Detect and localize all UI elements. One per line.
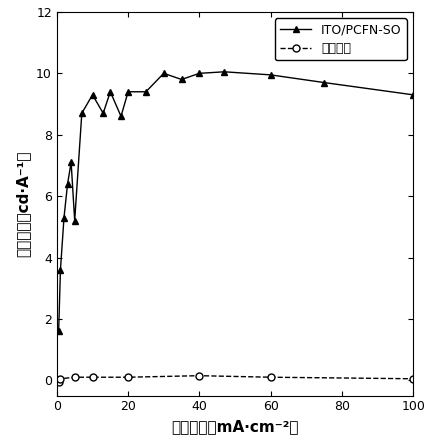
对照器件 [268,374,273,380]
ITO/PCFN-SO [222,69,227,75]
Legend: ITO/PCFN-SO, 对照器件: ITO/PCFN-SO, 对照器件 [275,18,407,60]
ITO/PCFN-SO [79,111,84,116]
ITO/PCFN-SO [268,72,273,78]
对照器件 [58,376,63,381]
ITO/PCFN-SO [65,181,70,187]
ITO/PCFN-SO [161,71,166,76]
Y-axis label: 电流效率（cd·A⁻¹）: 电流效率（cd·A⁻¹） [16,150,31,257]
ITO/PCFN-SO [126,89,131,94]
ITO/PCFN-SO [58,267,63,273]
ITO/PCFN-SO [410,92,416,97]
对照器件 [197,373,202,378]
ITO/PCFN-SO [69,160,74,165]
对照器件 [410,376,416,381]
Line: ITO/PCFN-SO: ITO/PCFN-SO [55,68,416,335]
ITO/PCFN-SO [56,329,61,334]
Line: 对照器件: 对照器件 [55,372,416,385]
ITO/PCFN-SO [143,89,149,94]
ITO/PCFN-SO [179,77,184,82]
ITO/PCFN-SO [101,111,106,116]
ITO/PCFN-SO [61,215,67,220]
X-axis label: 电流密度（mA·cm⁻²）: 电流密度（mA·cm⁻²） [171,419,299,434]
ITO/PCFN-SO [72,218,77,223]
对照器件 [90,374,95,380]
对照器件 [72,374,77,380]
ITO/PCFN-SO [118,114,124,119]
ITO/PCFN-SO [321,80,327,85]
对照器件 [56,379,61,385]
ITO/PCFN-SO [197,71,202,76]
对照器件 [126,374,131,380]
ITO/PCFN-SO [108,89,113,94]
ITO/PCFN-SO [90,92,95,97]
